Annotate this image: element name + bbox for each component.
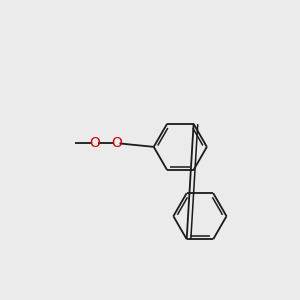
Text: O: O [111, 136, 122, 150]
Text: O: O [89, 136, 100, 150]
